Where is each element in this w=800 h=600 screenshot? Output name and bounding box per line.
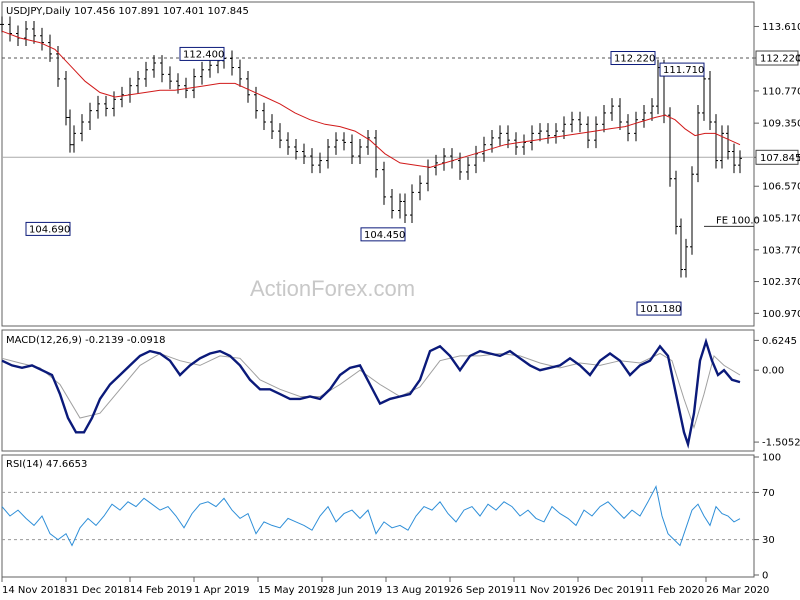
rsi-panel-title: RSI(14) 47.6653: [6, 459, 87, 470]
y-tick-label: 113.610: [762, 22, 800, 33]
y-tick-label: 0.6245: [762, 336, 797, 347]
y-tick-label: 109.350: [762, 119, 800, 130]
x-tick-label: 15 May 2019: [258, 585, 323, 596]
rsi-line: [1, 485, 741, 547]
rsi-y-axis: 100 70 30 0: [754, 453, 781, 582]
macd-y-axis: 0.6245 0.00 -1.5052: [754, 336, 800, 449]
x-tick-label: 31 Dec 2018: [66, 585, 130, 596]
last-price-tag-text: 107.845: [760, 153, 800, 164]
x-tick-label: 11 Feb 2020: [642, 585, 704, 596]
y-tick-label: 30: [762, 535, 775, 546]
x-tick-label: 26 Dec 2019: [578, 585, 642, 596]
macd-line: [1, 337, 741, 449]
price-annotations: 104.690 112.400 104.450 112.220 111.710 101.1…: [25, 46, 705, 316]
price-y-axis: 113.610 112.220 110.770 109.350 107.845 106.5…: [754, 22, 800, 320]
moving-average-line: [1, 30, 741, 168]
macd-panel-frame: [1, 329, 755, 452]
x-tick-label: 26 Sep 2019: [450, 585, 513, 596]
x-tick-label: 14 Feb 2019: [130, 585, 192, 596]
x-tick-label: 28 Jun 2019: [322, 585, 382, 596]
price-bars: [0, 16, 742, 278]
x-tick-label: 11 Nov 2019: [514, 585, 578, 596]
resistance-level-tag-text: 112.220: [760, 54, 800, 65]
watermark: ActionForex.com: [250, 276, 415, 301]
y-tick-label: 106.570: [762, 182, 800, 193]
annotation-label: 104.450: [364, 230, 405, 241]
price-panel: ActionForex.com FE 100.0 104.690112.4001…: [0, 1, 800, 327]
rsi-panel-frame: [1, 454, 755, 578]
y-tick-label: 102.370: [762, 277, 800, 288]
annotation-box: [610, 51, 656, 66]
y-tick-label: 105.170: [762, 214, 800, 225]
annotation-box: [179, 46, 225, 61]
y-tick-label: 103.770: [762, 245, 800, 256]
x-tick-label: 14 Nov 2018: [2, 585, 66, 596]
annotation-label: 111.710: [663, 65, 704, 76]
x-tick-label: 26 Mar 2020: [706, 585, 769, 596]
time-axis: 14 Nov 2018 31 Dec 2018 14 Feb 2019 1 Apr 2…: [1, 577, 769, 596]
price-panel-title: USDJPY,Daily 107.456 107.891 107.401 107…: [6, 6, 249, 17]
x-tick-label: 13 Aug 2019: [386, 585, 450, 596]
y-tick-label: 100.970: [762, 309, 800, 320]
y-tick-label: 0.00: [762, 366, 784, 377]
rsi-panel: RSI(14) 47.6653 100 70 30 0: [1, 453, 781, 582]
annotation-box: [659, 62, 705, 77]
annotation-label: 112.400: [183, 49, 224, 60]
resistance-level-tag: [755, 50, 799, 66]
macd-panel: MACD(12,26,9) -0.2139 -0.0918 0.6245 0.00…: [1, 329, 800, 452]
annotation-box: [360, 227, 406, 242]
annotation-label: 112.220: [614, 54, 655, 65]
y-tick-label: 70: [762, 488, 775, 499]
y-tick-label: 110.770: [762, 86, 800, 97]
annotation-label: 104.690: [29, 224, 70, 235]
annotation-label: 101.180: [640, 304, 681, 315]
x-tick-label: 1 Apr 2019: [194, 585, 249, 596]
annotation-box: [25, 221, 71, 236]
y-tick-label: -1.5052: [762, 438, 800, 449]
macd-panel-title: MACD(12,26,9) -0.2139 -0.0918: [6, 335, 166, 346]
last-price-tag: [755, 149, 799, 165]
fe-label: FE 100.0: [716, 215, 760, 226]
y-tick-label: 100: [762, 453, 781, 464]
annotation-box: [636, 301, 682, 316]
y-tick-label: 0: [762, 571, 768, 582]
